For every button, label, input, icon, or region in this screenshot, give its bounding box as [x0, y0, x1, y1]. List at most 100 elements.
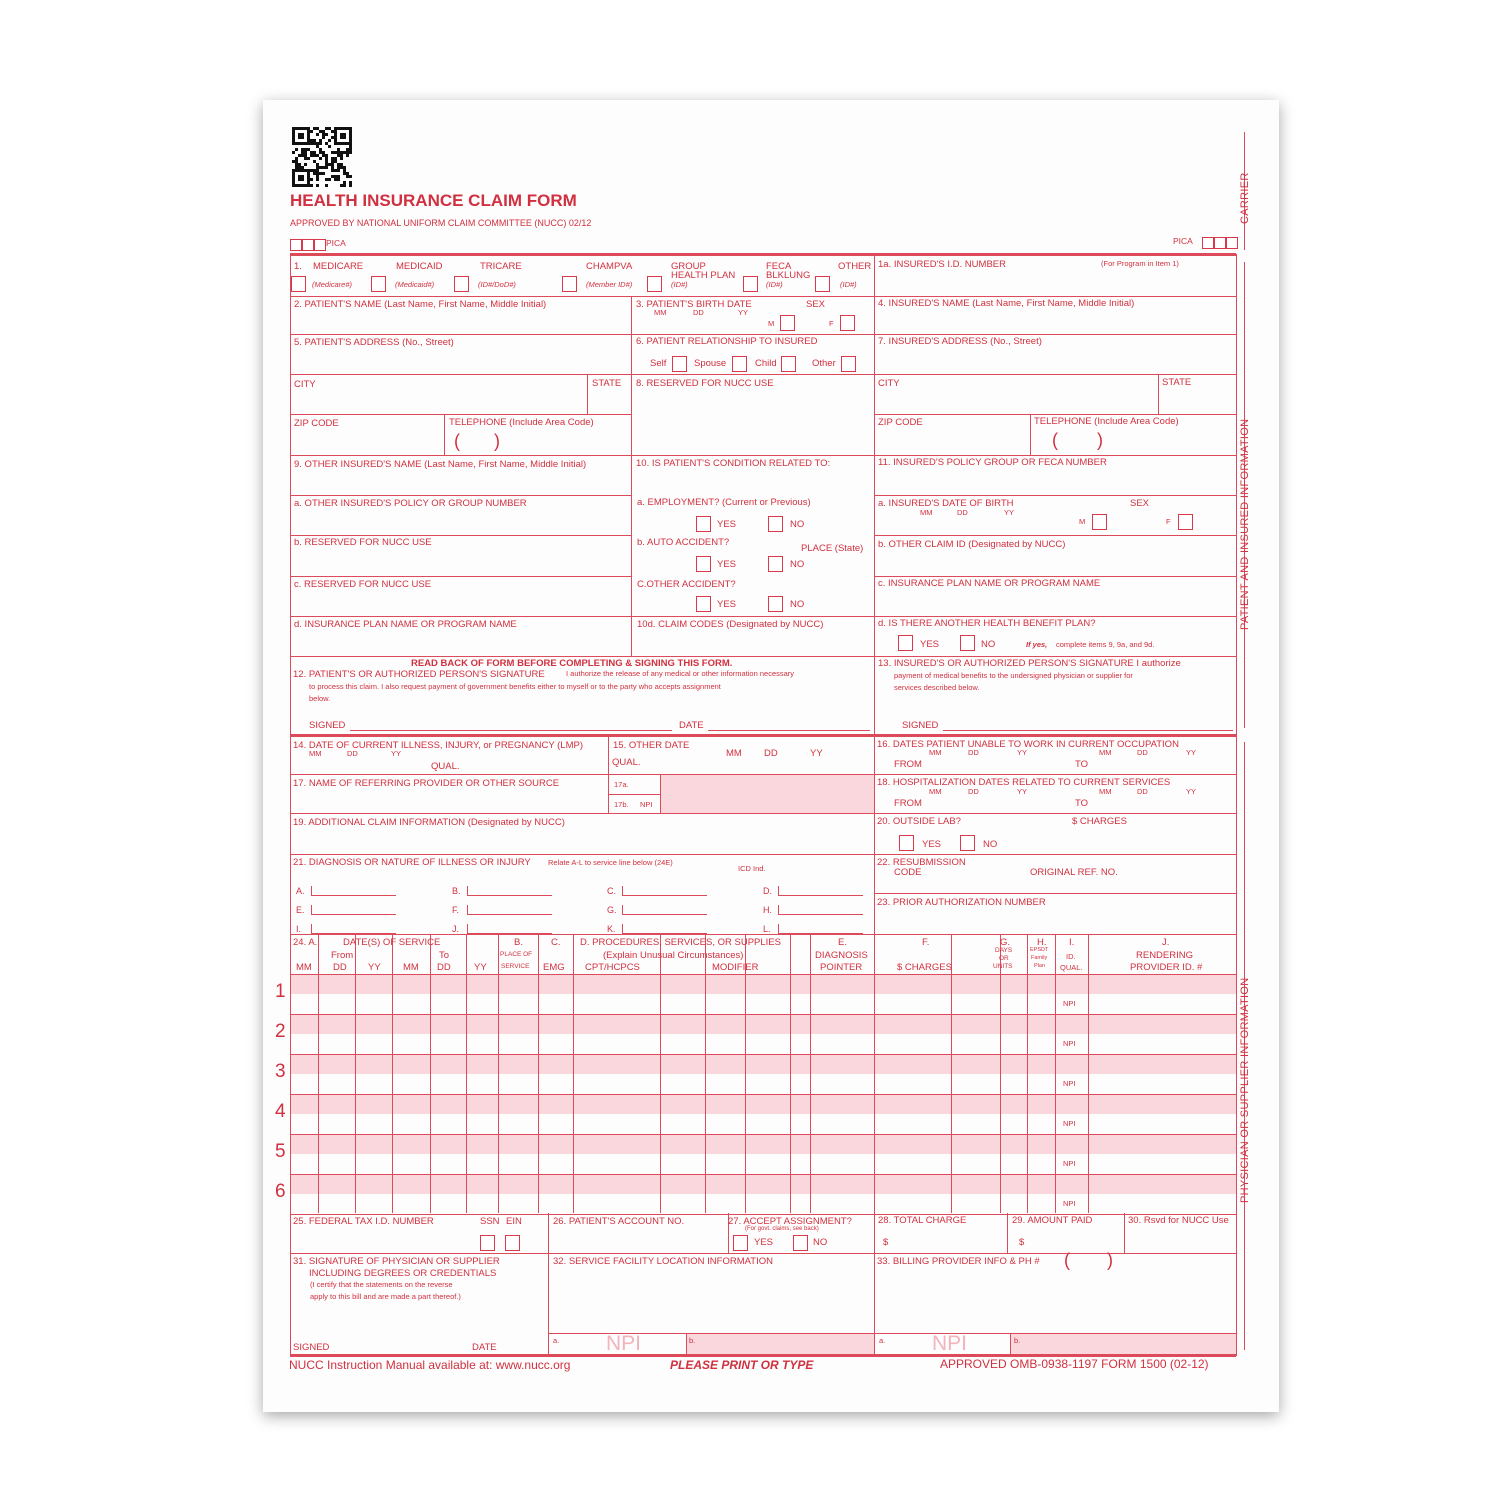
box11a-dd: DD: [957, 508, 968, 517]
diagnosis-field[interactable]: [468, 895, 552, 896]
checkbox-tricare[interactable]: [454, 276, 469, 292]
diagnosis-field[interactable]: [623, 914, 707, 915]
box2-label: 2. PATIENT'S NAME (Last Name, First Name…: [294, 299, 547, 310]
form-rule-h: [290, 1134, 1236, 1135]
checkbox-no[interactable]: [768, 556, 783, 572]
box24-from: From: [331, 950, 354, 961]
box18-dd2: DD: [1137, 787, 1148, 796]
box10b-no: NO: [790, 559, 805, 570]
form-rule-h: [290, 1174, 1236, 1175]
checkbox-medicaid[interactable]: [371, 276, 386, 292]
checkbox-plan-yes[interactable]: [898, 635, 913, 651]
box17b-label: 17b.: [614, 800, 629, 809]
checkbox-sex-f[interactable]: [840, 315, 855, 331]
box33-label: 33. BILLING PROVIDER INFO & PH #: [877, 1256, 1040, 1267]
form-rule-v: [1124, 1213, 1125, 1253]
form-rule-h: [290, 1094, 1236, 1095]
checkbox-insured-f[interactable]: [1178, 514, 1193, 530]
checkbox-yes[interactable]: [696, 516, 711, 532]
checkbox-no[interactable]: [768, 516, 783, 532]
pica-box[interactable]: [1202, 237, 1214, 249]
checkbox-lab-no[interactable]: [960, 835, 975, 851]
checkbox-child[interactable]: [781, 356, 796, 372]
checkbox-other-rel[interactable]: [841, 356, 856, 372]
box21-icd: ICD Ind.: [738, 864, 766, 873]
diagnosis-tick: [622, 905, 623, 915]
box31-date: DATE: [472, 1342, 497, 1353]
box18-from: FROM: [894, 798, 922, 809]
checkbox-ein[interactable]: [505, 1235, 520, 1251]
checkbox-yes[interactable]: [696, 596, 711, 612]
diagnosis-tick: [622, 886, 623, 896]
diagnosis-field[interactable]: [312, 895, 396, 896]
box11a-f: F: [1166, 517, 1171, 526]
box10a-label: a. EMPLOYMENT? (Current or Previous): [637, 497, 811, 508]
diagnosis-field[interactable]: [623, 933, 707, 934]
diagnosis-field[interactable]: [468, 933, 552, 934]
diagnosis-field[interactable]: [779, 914, 863, 915]
checkbox-assign-no[interactable]: [793, 1235, 808, 1251]
form-title: HEALTH INSURANCE CLAIM FORM: [290, 191, 577, 210]
box24-to: To: [439, 950, 450, 961]
box11d-label: d. IS THERE ANOTHER HEALTH BENEFIT PLAN?: [878, 618, 1096, 629]
pica-box[interactable]: [290, 239, 302, 251]
footer-omb: APPROVED OMB-0938-1197 FORM 1500 (02-12): [940, 1357, 1209, 1371]
box9b-label: b. RESERVED FOR NUCC USE: [294, 537, 432, 548]
box21-note: Relate A-L to service line below (24E): [548, 858, 673, 867]
checkbox-plan-no[interactable]: [960, 635, 975, 651]
checkbox-no[interactable]: [768, 596, 783, 612]
form-rule-v: [1236, 254, 1237, 1356]
patient-city-label: CITY: [294, 379, 316, 390]
shaded-band: [290, 975, 1236, 994]
diagnosis-field[interactable]: [468, 914, 552, 915]
checkbox-yes[interactable]: [696, 556, 711, 572]
box24-dates: DATE(S) OF SERVICE: [343, 937, 441, 948]
diagnosis-tick: [311, 886, 312, 896]
medicaid-label: MEDICAID: [396, 261, 443, 272]
box8-label: 8. RESERVED FOR NUCC USE: [636, 378, 774, 389]
checkbox-champva[interactable]: [562, 276, 577, 292]
checkbox-medicare[interactable]: [291, 276, 306, 292]
box6-label: 6. PATIENT RELATIONSHIP TO INSURED: [636, 336, 818, 347]
diagnosis-field[interactable]: [779, 895, 863, 896]
checkbox-assign-yes[interactable]: [733, 1235, 748, 1251]
checkbox-insured-m[interactable]: [1092, 514, 1107, 530]
diagnosis-tick: [311, 905, 312, 915]
diagnosis-field[interactable]: [312, 933, 396, 934]
form-rule-h: [874, 535, 1236, 536]
box12-signed: SIGNED: [309, 720, 346, 731]
form-rule-h: [290, 854, 1236, 855]
date-line[interactable]: [708, 730, 870, 731]
pica-box[interactable]: [1214, 237, 1226, 249]
box10a-yes: YES: [717, 519, 737, 530]
form-rule-v: [1007, 1213, 1008, 1253]
diagnosis-field[interactable]: [623, 895, 707, 896]
pica-box[interactable]: [1226, 237, 1238, 249]
box11a-mm: MM: [920, 508, 933, 517]
diagnosis-field[interactable]: [312, 914, 396, 915]
form-rule-h: [290, 296, 1236, 297]
checkbox-other[interactable]: [815, 276, 830, 292]
box26-label: 26. PATIENT'S ACCOUNT NO.: [553, 1216, 685, 1227]
checkbox-self[interactable]: [672, 356, 687, 372]
shaded-band: [686, 1334, 874, 1354]
insured-tel-label: TELEPHONE (Include Area Code): [1034, 416, 1179, 427]
pica-box[interactable]: [314, 239, 326, 251]
col-emg: EMG: [543, 962, 565, 973]
signature-line[interactable]: [943, 730, 1233, 731]
box31-note: apply to this bill and are made a part t…: [310, 1292, 461, 1301]
form-rule-v: [392, 934, 393, 1213]
checkbox-group[interactable]: [647, 276, 662, 292]
checkbox-lab-yes[interactable]: [899, 835, 914, 851]
diagnosis-field[interactable]: [779, 933, 863, 934]
checkbox-feca[interactable]: [743, 276, 758, 292]
pica-box[interactable]: [302, 239, 314, 251]
form-rule-v: [1000, 934, 1001, 1213]
signature-line[interactable]: [350, 730, 672, 731]
checkbox-spouse[interactable]: [732, 356, 747, 372]
champva-sub: (Member ID#): [586, 280, 633, 289]
checkbox-sex-m[interactable]: [780, 315, 795, 331]
service-line-number: 4: [275, 1101, 286, 1122]
checkbox-ssn[interactable]: [480, 1235, 495, 1251]
form-rule-v: [631, 296, 632, 656]
